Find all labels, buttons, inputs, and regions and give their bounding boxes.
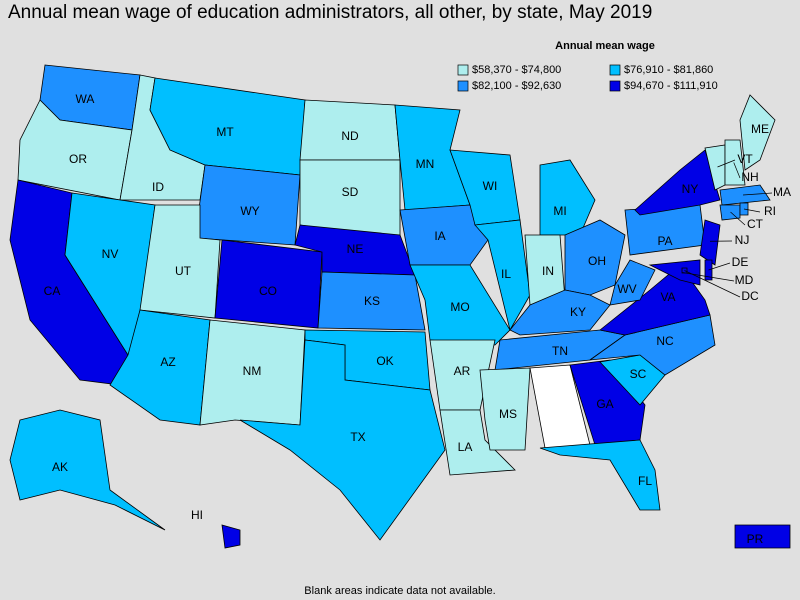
- state-label: NH: [741, 170, 758, 184]
- state: [599, 264, 711, 336]
- state-label: ND: [341, 129, 359, 143]
- state: [399, 204, 489, 266]
- state-label: NY: [682, 182, 699, 196]
- legend-swatch: [457, 80, 469, 92]
- legend-label: $94,670 - $111,910: [624, 80, 718, 92]
- leader-line: [743, 208, 761, 213]
- state: [609, 259, 656, 306]
- state-label: NE: [347, 242, 364, 256]
- state: [479, 367, 531, 451]
- legend-label: $58,370 - $74,800: [472, 64, 561, 76]
- state: [634, 149, 721, 216]
- legend-swatch: [609, 64, 621, 76]
- state-label: KS: [364, 294, 380, 308]
- state-label: TN: [552, 344, 568, 358]
- state-label: UT: [175, 264, 192, 278]
- state-label: HI: [191, 508, 203, 522]
- state-label: DE: [732, 255, 749, 269]
- state: [239, 339, 446, 541]
- state-label: WY: [240, 204, 259, 218]
- state-label: CT: [747, 217, 764, 231]
- state: [439, 409, 516, 476]
- states: [9, 64, 791, 549]
- state-label: TX: [350, 430, 365, 444]
- state-label: VA: [660, 290, 675, 304]
- state: [648, 259, 701, 286]
- state-label: KY: [570, 305, 586, 319]
- leader-line: [708, 262, 731, 271]
- state-label: SD: [342, 185, 359, 199]
- state: [724, 139, 746, 186]
- state-label: PR: [747, 532, 764, 546]
- state: [539, 159, 596, 236]
- state-label: IN: [542, 264, 554, 278]
- state-label: DC: [741, 289, 759, 303]
- state-label: AR: [454, 364, 471, 378]
- legend-label: $82,100 - $92,630: [472, 80, 561, 92]
- leader-line: [730, 211, 746, 226]
- state-label: MT: [216, 125, 234, 139]
- state-label: WV: [617, 282, 636, 296]
- state-label: MS: [499, 407, 517, 421]
- state-label: VT: [737, 152, 753, 166]
- state-label: MO: [450, 300, 469, 314]
- state-label: IA: [434, 229, 445, 243]
- state-label: ME: [751, 122, 769, 136]
- state-label: ID: [152, 180, 164, 194]
- leader-line: [742, 192, 773, 196]
- state-label: AZ: [160, 355, 175, 369]
- state: [699, 219, 721, 266]
- state-label: MN: [416, 157, 435, 171]
- state: [409, 264, 511, 346]
- state-label: IL: [501, 267, 511, 281]
- state-label: MD: [735, 273, 754, 287]
- state-label: MA: [773, 185, 791, 199]
- leader-line: [717, 159, 736, 168]
- state: [9, 409, 166, 531]
- legend-title: Annual mean wage: [555, 40, 655, 52]
- state-label: PA: [657, 234, 672, 248]
- state-label: WI: [483, 179, 498, 193]
- state-label: LA: [458, 440, 473, 454]
- state-label: OK: [376, 354, 393, 368]
- state-label: CO: [259, 284, 277, 298]
- state-label: NJ: [735, 233, 750, 247]
- state-label: NC: [656, 334, 674, 348]
- legend-swatch: [457, 64, 469, 76]
- state-labels: WA OR CA ID NV MT WY UT AZ CO NM ND SD NE KS OK TX MN IA MO…: [44, 92, 791, 546]
- map-title: Annual mean wage of education administra…: [8, 2, 652, 23]
- leader-line: [733, 162, 741, 179]
- state-label: WA: [76, 92, 95, 106]
- state-label: OR: [69, 152, 87, 166]
- leader-line: [684, 270, 741, 298]
- state: [739, 94, 776, 171]
- state: [734, 524, 791, 549]
- state-label: AK: [52, 460, 68, 474]
- state-label: NV: [102, 247, 119, 261]
- state-label: MI: [553, 204, 566, 218]
- state-label: GA: [596, 397, 613, 411]
- legend-swatch: [609, 80, 621, 92]
- state-label: CA: [44, 284, 61, 298]
- state-label: RI: [764, 204, 776, 218]
- state-label: OH: [588, 254, 606, 268]
- footnote: Blank areas indicate data not available.: [304, 585, 495, 597]
- legend-label: $76,910 - $81,860: [624, 64, 713, 76]
- state: [474, 219, 531, 332]
- state: [317, 271, 426, 331]
- state: [221, 524, 241, 549]
- state-label: NM: [243, 364, 262, 378]
- state: [509, 289, 611, 336]
- state-label: FL: [638, 474, 652, 488]
- state: [539, 439, 661, 511]
- state-label: SC: [630, 367, 647, 381]
